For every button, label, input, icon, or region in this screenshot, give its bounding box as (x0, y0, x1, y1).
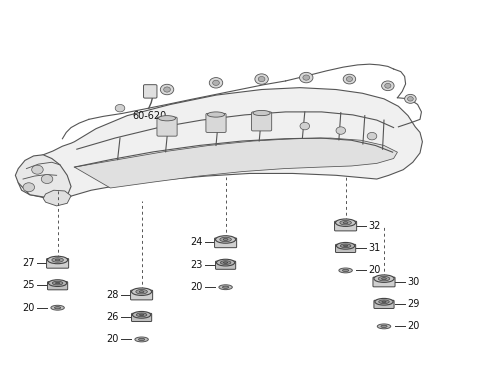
Circle shape (303, 75, 310, 80)
Circle shape (23, 183, 35, 192)
FancyBboxPatch shape (335, 221, 357, 231)
Circle shape (160, 84, 174, 95)
Circle shape (382, 81, 394, 91)
Circle shape (41, 175, 53, 184)
Text: 30: 30 (407, 277, 420, 286)
Ellipse shape (377, 324, 391, 329)
Ellipse shape (381, 325, 387, 327)
Text: 20: 20 (407, 322, 420, 331)
Ellipse shape (132, 288, 152, 295)
Text: 60-620: 60-620 (132, 112, 166, 121)
Ellipse shape (55, 282, 60, 284)
Text: 31: 31 (369, 243, 381, 253)
Ellipse shape (336, 242, 355, 249)
FancyBboxPatch shape (206, 113, 226, 132)
Text: 20: 20 (369, 266, 381, 275)
FancyBboxPatch shape (252, 112, 272, 131)
Text: 29: 29 (407, 299, 420, 309)
Text: 20: 20 (106, 335, 119, 344)
Ellipse shape (136, 289, 147, 294)
Ellipse shape (216, 236, 236, 243)
Text: 24: 24 (190, 238, 203, 247)
Ellipse shape (139, 314, 144, 316)
Circle shape (32, 165, 43, 174)
Ellipse shape (139, 291, 144, 292)
Ellipse shape (253, 110, 270, 116)
Text: 20: 20 (190, 282, 203, 292)
Ellipse shape (375, 298, 393, 305)
Ellipse shape (374, 275, 394, 282)
Ellipse shape (216, 259, 235, 266)
Ellipse shape (342, 269, 348, 272)
Text: 32: 32 (369, 221, 381, 231)
Circle shape (255, 74, 268, 84)
Ellipse shape (135, 337, 148, 342)
Circle shape (346, 76, 352, 81)
Circle shape (164, 87, 170, 92)
Text: 23: 23 (190, 260, 203, 270)
Ellipse shape (207, 112, 225, 117)
FancyBboxPatch shape (216, 261, 236, 269)
Polygon shape (18, 88, 422, 201)
Ellipse shape (136, 313, 147, 317)
Circle shape (405, 94, 416, 103)
Ellipse shape (382, 301, 386, 303)
Text: 26: 26 (106, 312, 119, 322)
Circle shape (213, 80, 219, 85)
Ellipse shape (378, 276, 390, 281)
Circle shape (115, 104, 125, 112)
Ellipse shape (343, 222, 348, 223)
Polygon shape (74, 138, 397, 188)
Circle shape (367, 132, 377, 140)
FancyBboxPatch shape (215, 238, 237, 248)
Ellipse shape (340, 244, 351, 248)
Ellipse shape (336, 219, 356, 226)
Ellipse shape (54, 307, 60, 309)
Ellipse shape (222, 286, 228, 288)
FancyBboxPatch shape (131, 290, 153, 300)
Ellipse shape (52, 258, 63, 262)
Ellipse shape (340, 220, 351, 225)
FancyBboxPatch shape (144, 85, 157, 98)
Ellipse shape (51, 305, 64, 310)
Ellipse shape (219, 285, 232, 289)
FancyBboxPatch shape (336, 244, 356, 253)
Circle shape (209, 78, 223, 88)
Ellipse shape (48, 256, 68, 264)
FancyBboxPatch shape (132, 313, 152, 322)
FancyBboxPatch shape (47, 258, 69, 268)
Text: 20: 20 (22, 303, 35, 313)
Ellipse shape (220, 261, 231, 264)
Ellipse shape (379, 300, 389, 304)
Ellipse shape (343, 245, 348, 247)
Circle shape (258, 76, 265, 82)
FancyBboxPatch shape (374, 300, 394, 308)
Ellipse shape (158, 116, 176, 121)
Text: 28: 28 (106, 290, 119, 300)
Circle shape (336, 127, 346, 134)
Polygon shape (15, 155, 71, 201)
Ellipse shape (223, 262, 228, 263)
Circle shape (408, 97, 413, 101)
Text: 25: 25 (22, 280, 35, 290)
Ellipse shape (138, 338, 145, 341)
FancyBboxPatch shape (48, 282, 68, 290)
Ellipse shape (220, 237, 231, 242)
FancyBboxPatch shape (157, 117, 177, 136)
Circle shape (300, 72, 313, 83)
Ellipse shape (339, 268, 352, 273)
Ellipse shape (382, 278, 386, 280)
Ellipse shape (223, 239, 228, 241)
Text: 27: 27 (22, 258, 35, 268)
Polygon shape (43, 190, 71, 206)
Circle shape (300, 122, 310, 130)
FancyBboxPatch shape (373, 277, 395, 287)
Circle shape (385, 84, 391, 88)
Ellipse shape (48, 280, 67, 286)
Ellipse shape (55, 259, 60, 261)
Ellipse shape (52, 281, 63, 285)
Circle shape (343, 74, 356, 84)
Ellipse shape (132, 311, 151, 318)
